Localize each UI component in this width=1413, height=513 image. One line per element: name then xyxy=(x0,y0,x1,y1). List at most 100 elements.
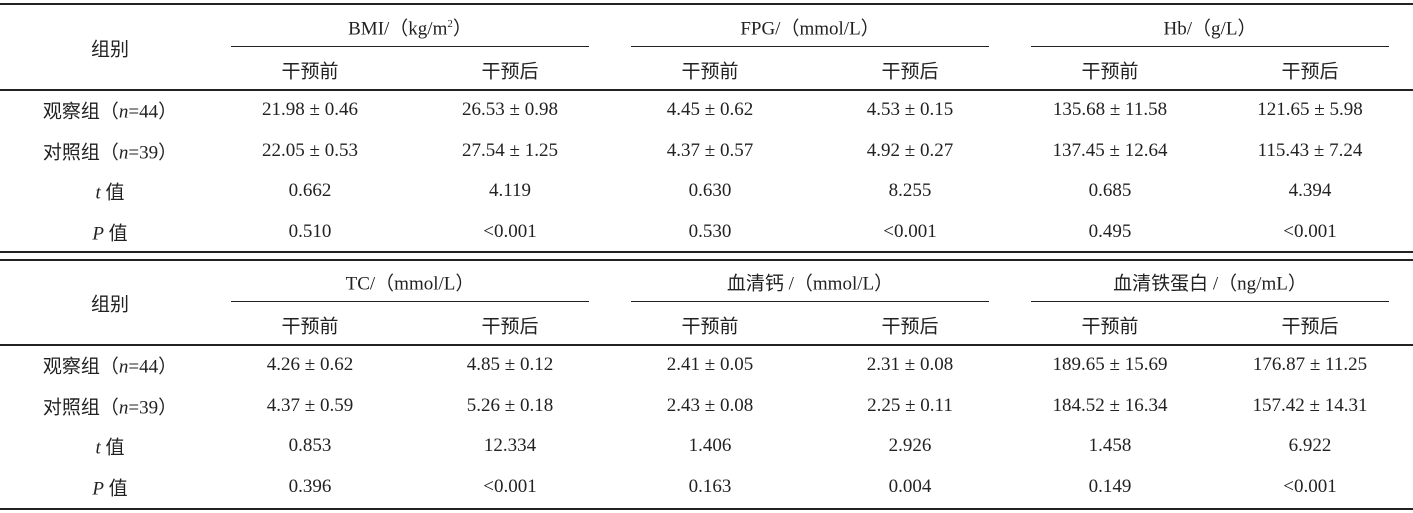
cell: 184.52 ± 16.34 xyxy=(1052,394,1168,416)
cell: 4.37 ± 0.59 xyxy=(266,394,354,416)
row-label-part: 值 xyxy=(103,478,128,500)
row-label-part: n xyxy=(118,101,129,123)
row-label-part: 观察组（ xyxy=(42,356,119,378)
cell: 2.25 ± 0.11 xyxy=(867,394,953,416)
measure-header: BMI/（kg/m2） xyxy=(348,14,472,41)
sub-header: 干预前 xyxy=(1081,316,1139,338)
row-label: 观察组（n=44） xyxy=(43,352,177,379)
row-label-part: 观察组（ xyxy=(42,101,119,123)
cell: 0.163 xyxy=(688,475,732,497)
sub-header: 干预前 xyxy=(1081,61,1139,83)
cell: 4.37 ± 0.57 xyxy=(666,139,754,161)
row-label-part: P xyxy=(92,223,104,245)
row-label-part: n xyxy=(118,356,129,378)
sub-header: 干预前 xyxy=(281,61,339,83)
measure-header-part: FPG/（mmol/L） xyxy=(740,18,880,40)
row-label: P 值 xyxy=(92,473,127,500)
row-label-part: =44） xyxy=(128,101,178,123)
sub-header: 干预后 xyxy=(881,61,939,83)
row-label: 对照组（n=39） xyxy=(43,392,177,419)
sub-header: 干预前 xyxy=(681,61,739,83)
row-label-part: =39） xyxy=(128,397,178,419)
cell: 0.662 xyxy=(288,180,332,202)
measure-header: TC/（mmol/L） xyxy=(346,269,475,296)
cell: <0.001 xyxy=(1283,220,1337,242)
cell: 8.255 xyxy=(888,180,932,202)
cell: 0.149 xyxy=(1088,475,1132,497)
cell: 176.87 ± 11.25 xyxy=(1252,354,1368,375)
rule xyxy=(0,3,1413,5)
rule xyxy=(231,301,589,302)
cell: 0.004 xyxy=(888,475,932,497)
group-header: 组别 xyxy=(90,294,130,316)
rule xyxy=(1031,301,1389,302)
cell: 1.458 xyxy=(1088,435,1132,457)
cell: 5.26 ± 0.18 xyxy=(466,394,554,416)
cell: 12.334 xyxy=(483,435,537,457)
cell: <0.001 xyxy=(883,220,937,242)
measure-header: FPG/（mmol/L） xyxy=(740,14,879,41)
sub-header: 干预前 xyxy=(681,316,739,338)
cell: 0.530 xyxy=(688,220,732,242)
rule xyxy=(0,251,1413,253)
cell: 2.31 ± 0.08 xyxy=(866,354,954,375)
cell: 4.45 ± 0.62 xyxy=(666,99,754,120)
measure-header: 血清铁蛋白 /（ng/mL） xyxy=(1113,269,1307,296)
rule xyxy=(0,259,1413,261)
cell: 4.394 xyxy=(1288,180,1332,202)
rule xyxy=(1031,46,1389,47)
cell: 137.45 ± 12.64 xyxy=(1052,139,1168,161)
cell: 4.85 ± 0.12 xyxy=(466,354,554,375)
cell: <0.001 xyxy=(483,220,537,242)
measure-header-part: TC/（mmol/L） xyxy=(345,273,475,295)
sub-header: 干预后 xyxy=(1281,61,1339,83)
measure-header-part: ） xyxy=(452,18,472,40)
row-label: t 值 xyxy=(95,433,124,460)
row-label-part: 值 xyxy=(100,182,125,204)
cell: 0.510 xyxy=(288,220,332,242)
rule xyxy=(0,89,1413,91)
cell: 21.98 ± 0.46 xyxy=(262,99,358,120)
sub-header: 干预后 xyxy=(1281,316,1339,338)
group-header: 组别 xyxy=(90,39,130,61)
cell: 1.406 xyxy=(688,435,732,457)
cell: 2.926 xyxy=(888,435,932,457)
row-label-part: 值 xyxy=(100,437,125,459)
rule xyxy=(231,46,589,47)
row-label-part: 对照组（ xyxy=(42,397,119,419)
cell: 0.630 xyxy=(688,180,732,202)
sub-header: 干预后 xyxy=(881,316,939,338)
cell: 26.53 ± 0.98 xyxy=(462,99,558,120)
rule xyxy=(0,344,1413,346)
sub-header: 干预后 xyxy=(481,61,539,83)
cell: 0.396 xyxy=(288,475,332,497)
row-label-part: =39） xyxy=(128,142,178,164)
row-label: 观察组（n=44） xyxy=(43,97,177,124)
row-label: 对照组（n=39） xyxy=(43,137,177,164)
measure-header-part: Hb/（g/L） xyxy=(1163,18,1257,40)
cell: 4.26 ± 0.62 xyxy=(266,354,354,375)
rule xyxy=(0,508,1413,510)
row-label-part: 对照组（ xyxy=(42,142,119,164)
cell: 4.92 ± 0.27 xyxy=(866,139,954,161)
cell: 2.41 ± 0.05 xyxy=(666,354,754,375)
rule xyxy=(631,46,989,47)
cell: 4.119 xyxy=(488,180,532,202)
measure-header: Hb/（g/L） xyxy=(1164,14,1257,41)
row-label: P 值 xyxy=(92,218,127,245)
measure-header-part: 血清铁蛋白 /（ng/mL） xyxy=(1113,273,1307,295)
row-label-part: 值 xyxy=(103,223,128,245)
row-label-part: P xyxy=(92,478,104,500)
cell: 6.922 xyxy=(1288,435,1332,457)
cell: 121.65 ± 5.98 xyxy=(1257,99,1363,120)
cell: 0.685 xyxy=(1088,180,1132,202)
row-label-part: n xyxy=(118,397,129,419)
cell: 0.495 xyxy=(1088,220,1132,242)
measure-header: 血清钙 /（mmol/L） xyxy=(727,269,893,296)
row-label-part: =44） xyxy=(128,356,178,378)
cell: 157.42 ± 14.31 xyxy=(1252,394,1368,416)
row-label: t 值 xyxy=(95,178,124,205)
cell: 27.54 ± 1.25 xyxy=(462,139,558,161)
cell: 115.43 ± 7.24 xyxy=(1257,139,1363,161)
